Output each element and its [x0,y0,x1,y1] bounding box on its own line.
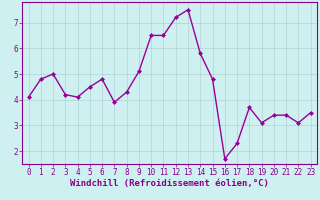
X-axis label: Windchill (Refroidissement éolien,°C): Windchill (Refroidissement éolien,°C) [70,179,269,188]
